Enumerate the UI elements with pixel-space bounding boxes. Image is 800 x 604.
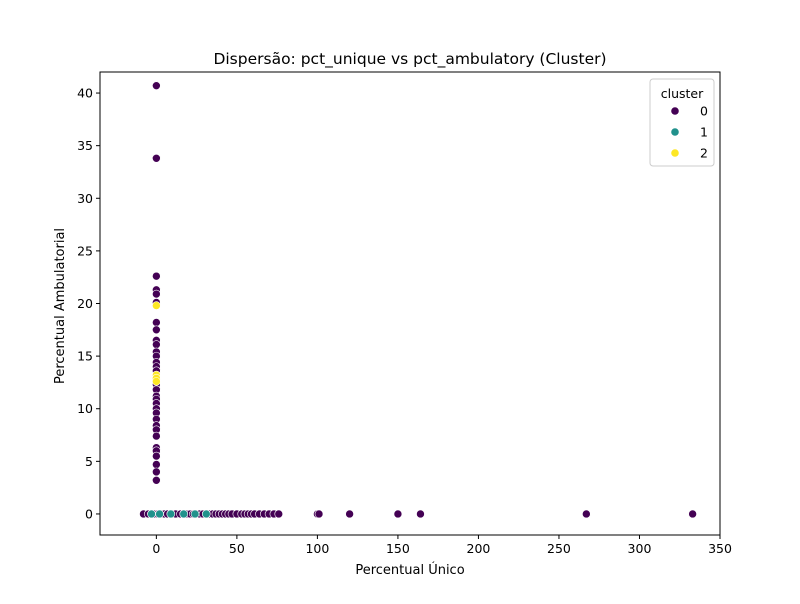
legend-label-cluster-0: 0 [700,104,708,119]
legend-entries: 0 1 2 [671,104,708,161]
data-point-cluster-0 [152,271,161,281]
data-point-cluster-0 [345,509,354,519]
data-point-cluster-1 [179,509,189,519]
y-tick-label: 15 [77,349,93,364]
data-point-cluster-0 [152,460,161,469]
y-tick-label: 25 [77,243,93,258]
data-point-cluster-0 [152,431,161,441]
y-tick-label: 5 [85,454,93,469]
data-point-cluster-0 [688,509,697,519]
data-point-cluster-1 [155,509,164,519]
y-tick-label: 40 [77,86,93,101]
x-tick-label: 50 [229,541,245,556]
data-point-cluster-0 [582,509,591,519]
data-point-cluster-0 [152,451,161,461]
legend-box [649,78,715,167]
data-point-cluster-0 [152,81,161,90]
data-point-cluster-0 [314,509,324,519]
data-point-cluster-0 [152,325,161,335]
x-tick-label: 350 [708,541,732,556]
data-point-cluster-0 [152,467,161,477]
data-point-cluster-0 [274,509,284,519]
data-point-cluster-0 [152,153,161,163]
x-tick-label: 100 [305,541,329,556]
y-tick-label: 0 [85,506,93,521]
data-point-cluster-1 [190,509,200,519]
legend-marker-cluster-1 [671,128,679,136]
data-point-cluster-0 [152,340,161,349]
x-axis-label: Percentual Único [355,562,464,578]
data-points [139,81,697,519]
data-point-cluster-1 [201,509,211,519]
data-point-cluster-1 [166,509,176,519]
y-tick-label: 10 [77,401,93,416]
plot-area-frame [99,71,721,536]
legend-title: cluster [661,86,704,101]
x-tick-label: 250 [547,541,571,556]
x-tick-label: 200 [467,541,491,556]
y-tick-label: 35 [77,138,93,153]
x-tick-label: 150 [386,541,410,556]
legend-marker-cluster-2 [671,149,679,157]
chart-title: Dispersão: pct_unique vs pct_ambulatory … [213,50,606,69]
y-axis-label: Percentual Ambulatorial [53,228,68,384]
legend: cluster 0 1 2 [649,78,715,167]
data-point-cluster-0 [152,318,161,327]
y-tick-label: 30 [77,191,93,206]
data-point-cluster-0 [416,509,425,519]
data-point-cluster-0 [393,509,403,519]
legend-marker-cluster-0 [671,107,679,115]
x-tick-label: 0 [152,541,160,556]
data-point-cluster-2 [152,377,161,386]
data-point-cluster-1 [147,509,156,519]
data-point-cluster-2 [152,301,161,310]
data-point-cluster-0 [152,475,161,485]
legend-label-cluster-2: 2 [700,146,708,161]
legend-label-cluster-1: 1 [700,125,708,140]
y-tick-label: 20 [77,296,93,311]
x-tick-label: 300 [628,541,652,556]
data-point-cluster-0 [152,289,161,299]
